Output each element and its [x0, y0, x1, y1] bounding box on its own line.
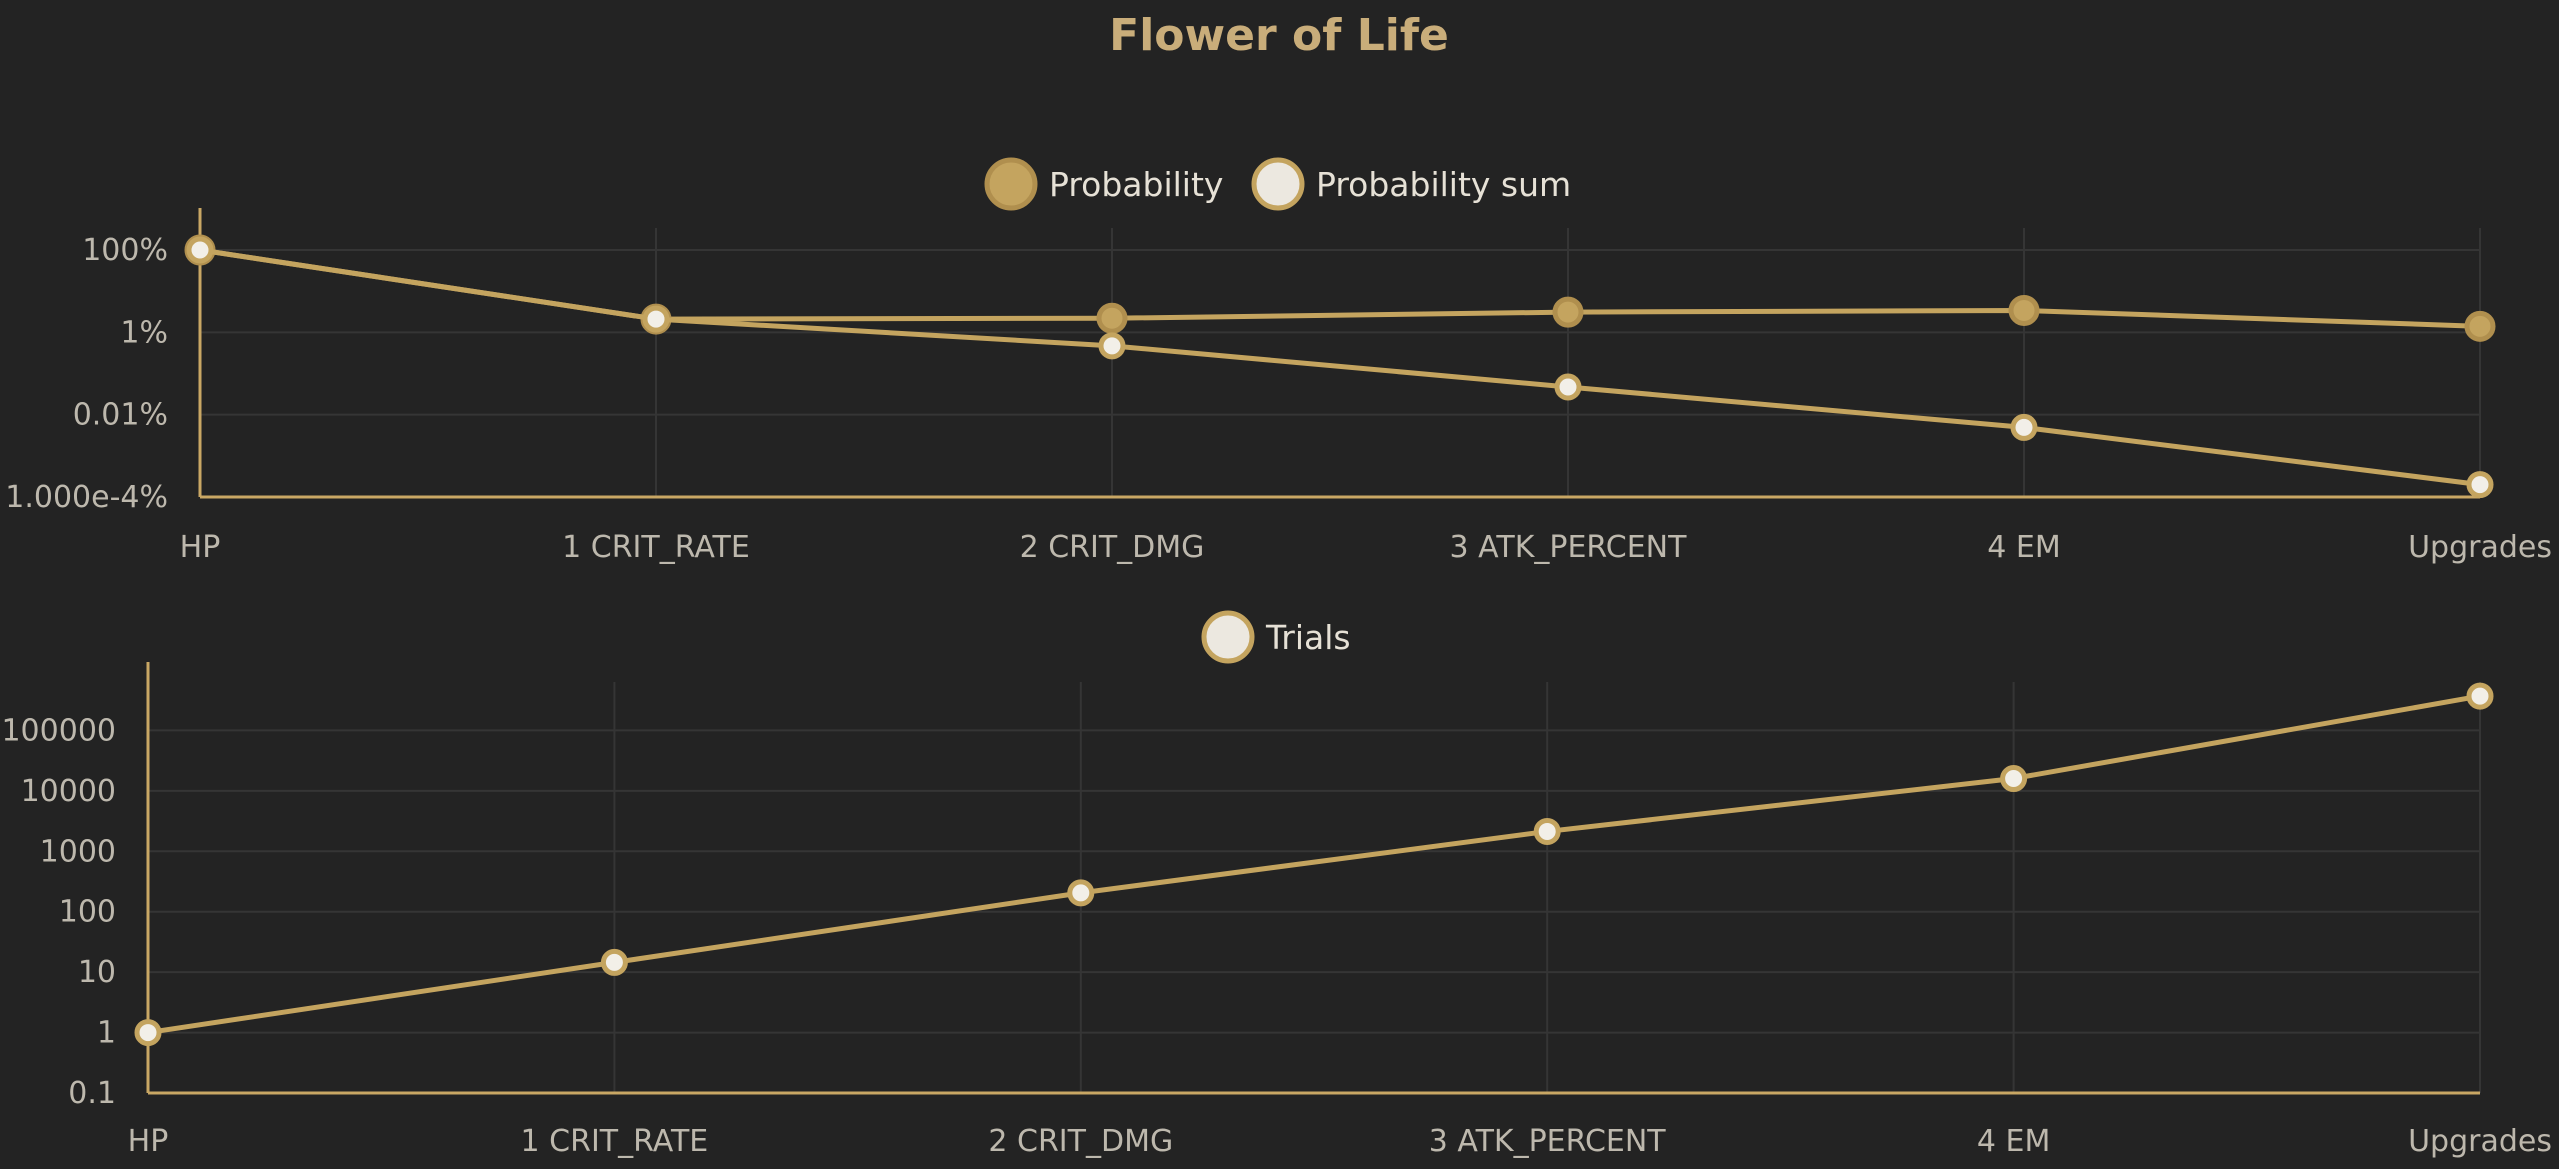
data-point — [2000, 765, 2028, 793]
data-point — [1554, 373, 1582, 401]
x-tick-label: HP — [180, 530, 221, 565]
y-tick-label: 10000 — [21, 774, 116, 809]
series-line-0 — [147, 693, 2481, 1036]
data-point — [1533, 817, 1561, 845]
y-tick-label: 1000 — [40, 834, 116, 869]
y-tick-label: 1 — [97, 1016, 116, 1051]
legend-probability-swatch — [984, 157, 1038, 211]
y-tick-label: 0.01% — [73, 398, 168, 433]
x-tick-label: 4 EM — [1977, 1124, 2050, 1159]
x-tick-label: Upgrades — [2408, 1124, 2552, 1159]
data-point — [1552, 296, 1584, 328]
data-point — [186, 236, 214, 264]
legend-trials-label: Trials — [1265, 618, 1351, 657]
legend-probability-sum-label: Probability sum — [1316, 165, 1571, 204]
x-tick-label: Upgrades — [2408, 530, 2552, 565]
x-tick-label: 2 CRIT_DMG — [1020, 530, 1205, 565]
y-tick-label: 1% — [120, 315, 168, 350]
data-point — [1096, 302, 1128, 334]
y-tick-label: 100 — [59, 895, 116, 930]
x-tick-label: 1 CRIT_RATE — [521, 1124, 709, 1159]
legend-probability-label: Probability — [1049, 165, 1223, 204]
legend-probability-sum-swatch — [1251, 157, 1305, 211]
data-point — [1098, 332, 1126, 360]
data-point — [134, 1019, 162, 1047]
data-point — [600, 948, 628, 976]
data-point — [642, 305, 670, 333]
y-tick-label: 1.000e-4% — [5, 480, 168, 515]
data-point — [2466, 471, 2494, 499]
y-tick-label: 10 — [78, 955, 116, 990]
y-tick-label: 0.1 — [68, 1076, 116, 1111]
data-point — [2464, 310, 2496, 342]
x-tick-label: 3 ATK_PERCENT — [1450, 530, 1688, 565]
data-point — [1067, 879, 1095, 907]
x-tick-label: 2 CRIT_DMG — [988, 1124, 1173, 1159]
x-tick-label: 3 ATK_PERCENT — [1429, 1124, 1667, 1159]
legend-trials-swatch — [1201, 610, 1255, 664]
data-point — [2010, 413, 2038, 441]
x-tick-label: 4 EM — [1987, 530, 2060, 565]
series-line-1 — [199, 247, 2481, 488]
y-tick-label: 100% — [82, 233, 168, 268]
x-tick-label: 1 CRIT_RATE — [562, 530, 750, 565]
y-tick-label: 100000 — [1, 713, 116, 748]
data-point — [2466, 682, 2494, 710]
chart-title: Flower of Life — [1109, 10, 1449, 61]
x-tick-label: HP — [128, 1124, 169, 1159]
data-point — [2008, 294, 2040, 326]
series-line-0 — [199, 247, 2481, 329]
